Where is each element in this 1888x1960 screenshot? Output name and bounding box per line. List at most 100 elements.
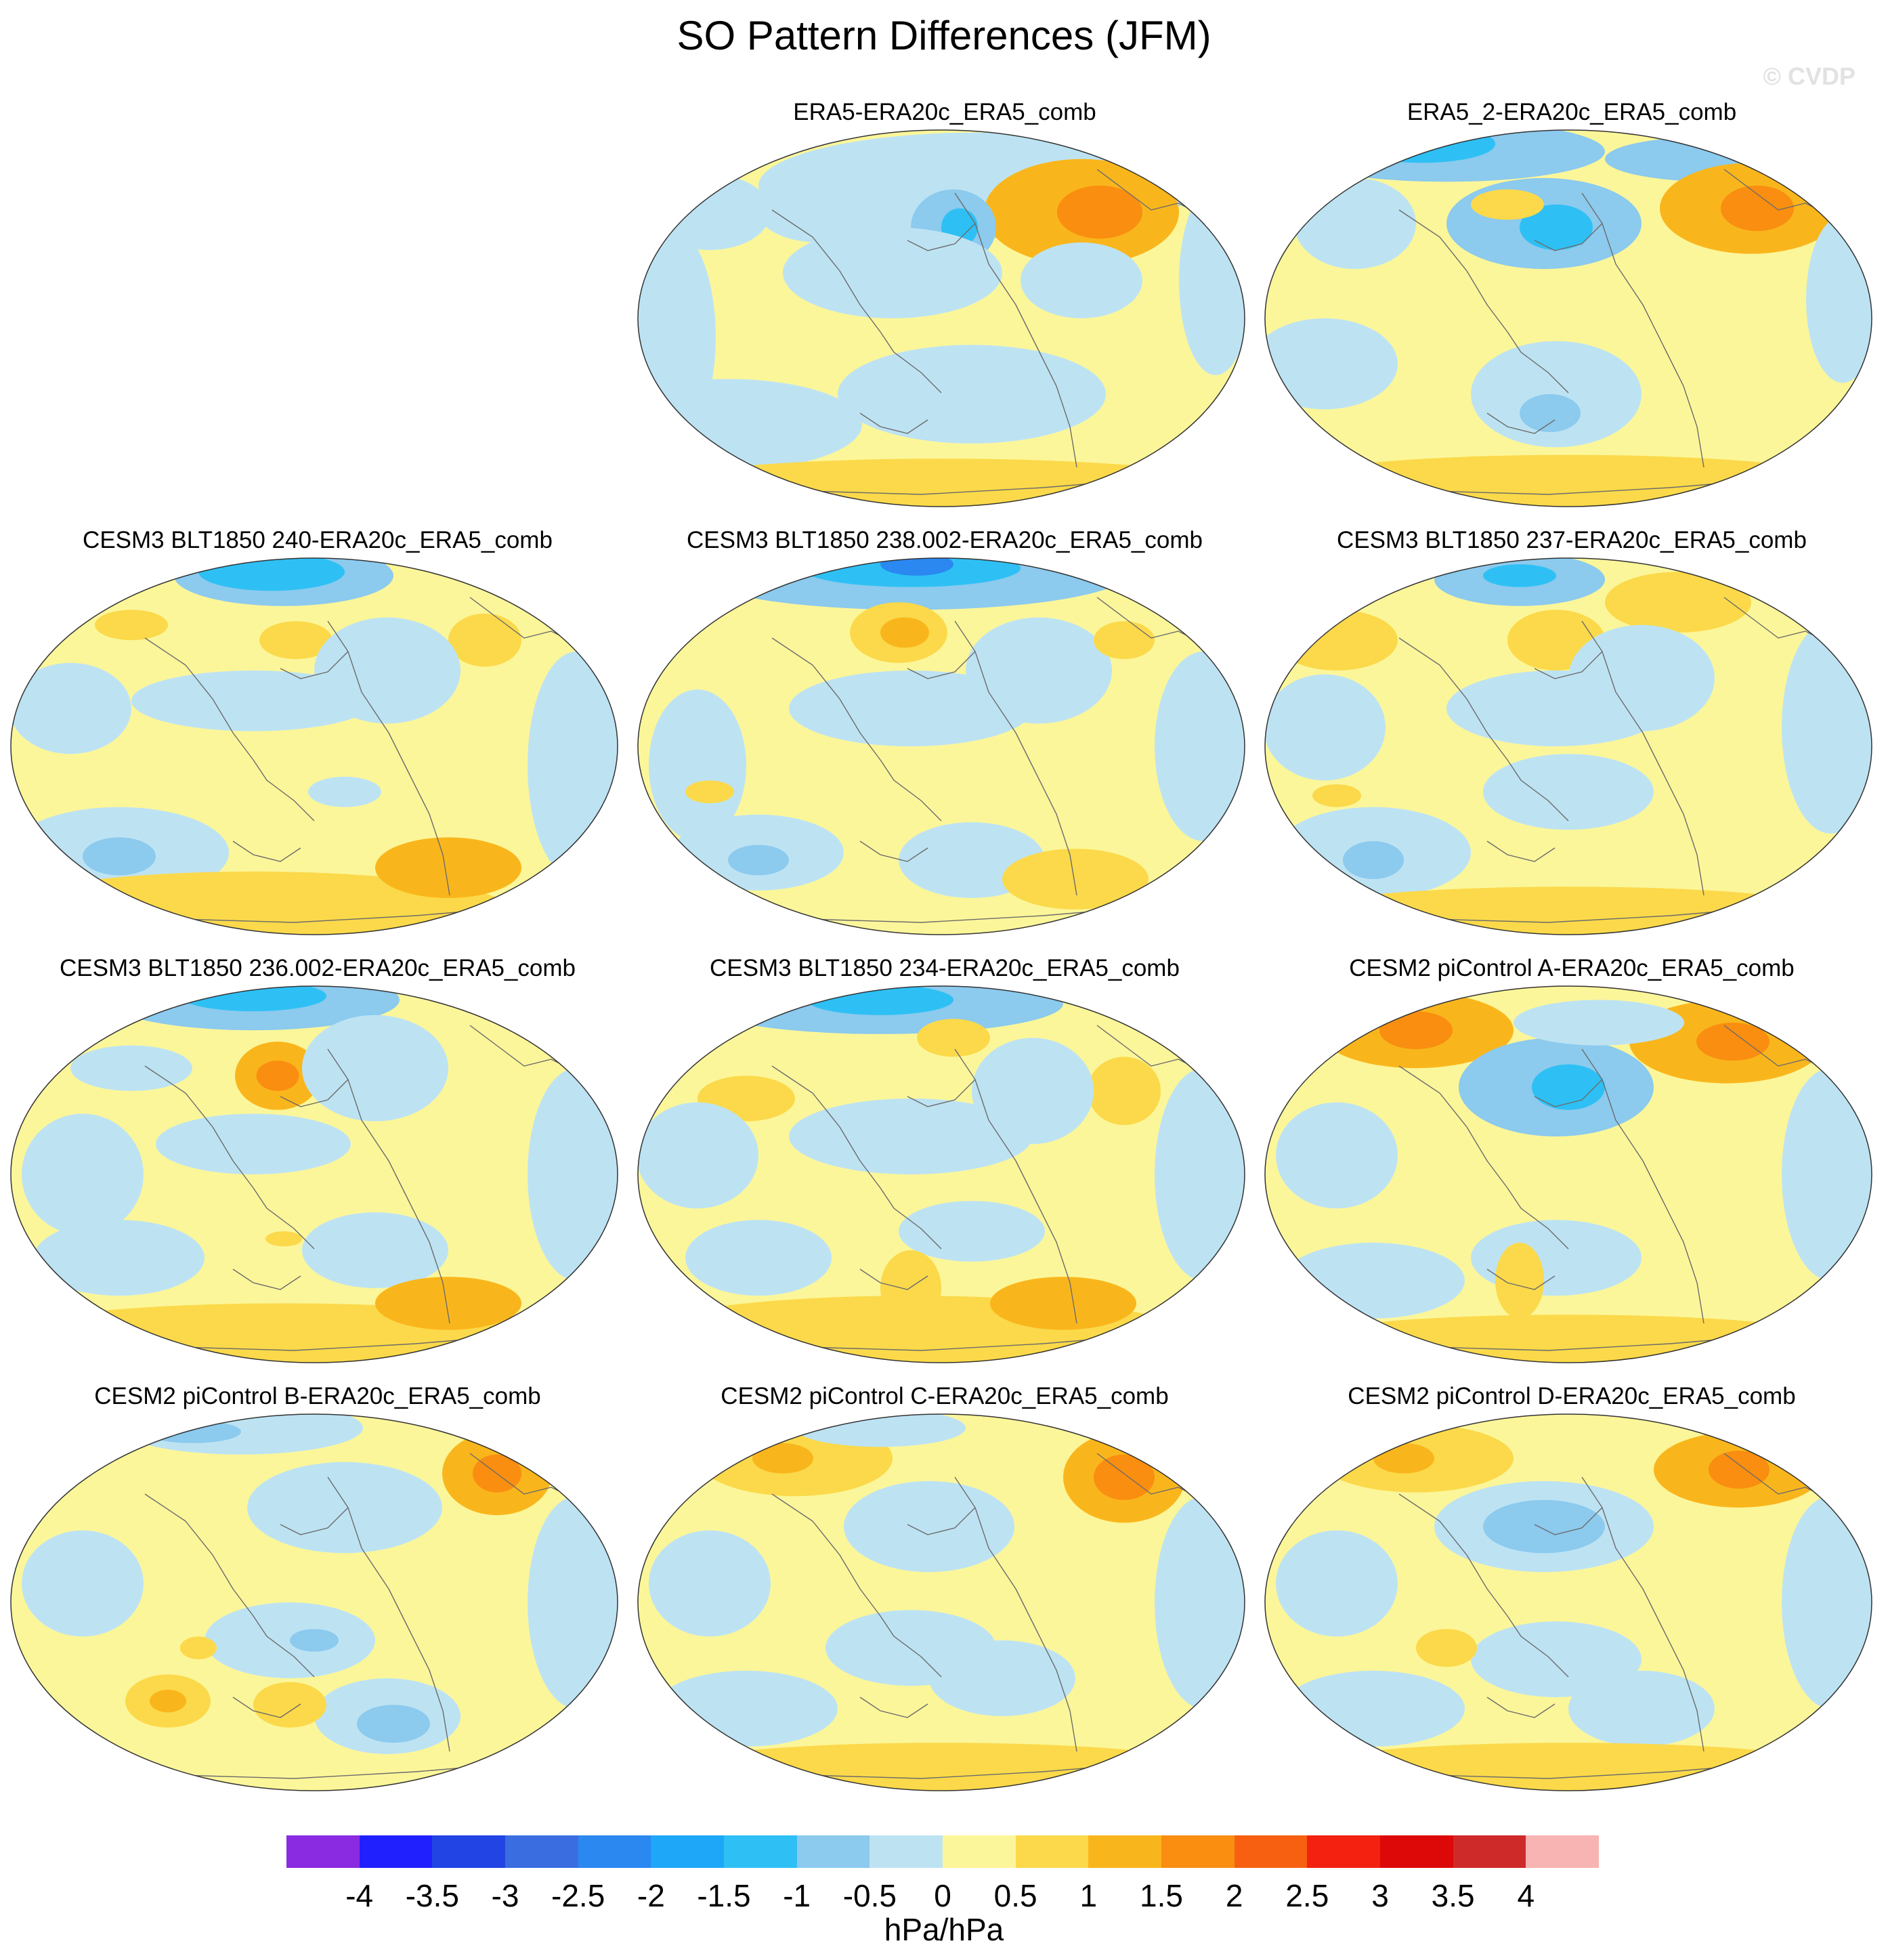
coastline <box>232 1697 301 1718</box>
anomaly-region <box>1094 1454 1155 1500</box>
coastline <box>1507 1187 1569 1250</box>
anomaly-region <box>1294 1315 1843 1363</box>
map-panel: CESM3 BLT1850 240-ERA20c_ERA5_comb <box>9 527 626 947</box>
anomaly-region <box>1155 652 1245 841</box>
anomaly-region <box>917 1019 990 1057</box>
coastline <box>1486 1697 1556 1718</box>
anomaly-region <box>1265 318 1398 410</box>
colorbar-box <box>432 1835 506 1868</box>
panel-title: CESM3 BLT1850 240-ERA20c_ERA5_comb <box>83 527 553 553</box>
coastline <box>954 192 1077 468</box>
map-outline <box>10 985 618 1363</box>
anomaly-region <box>1520 205 1593 251</box>
anomaly-region <box>1312 784 1361 807</box>
coastline <box>771 637 881 761</box>
colorbar-tick-label: -1 <box>783 1878 811 1913</box>
anomaly-region <box>649 689 746 841</box>
coastline <box>771 209 881 333</box>
colorbar <box>286 1835 1600 1868</box>
colorbar-box <box>1015 1835 1089 1868</box>
anomaly-region <box>1520 394 1581 432</box>
anomaly-region <box>180 1636 217 1659</box>
coastline <box>907 651 976 679</box>
anomaly-region <box>844 1480 1014 1573</box>
anomaly-region <box>144 1420 241 1443</box>
colorbar-box <box>1453 1835 1526 1868</box>
map-outline <box>637 1413 1245 1791</box>
coastline <box>1534 651 1603 679</box>
coastline <box>859 1697 928 1718</box>
panel-title: CESM3 BLT1850 238.002-ERA20c_ERA5_comb <box>686 527 1203 553</box>
coastline <box>1398 1493 1508 1617</box>
map-panel: ERA5-ERA20c_ERA5_comb <box>637 99 1253 519</box>
coastline <box>253 759 315 822</box>
anomaly-region <box>34 1220 205 1296</box>
coastline <box>859 840 928 862</box>
world-map <box>10 557 618 935</box>
anomaly-region <box>667 1743 1216 1791</box>
coastline <box>954 1048 1077 1324</box>
coastline <box>1581 1476 1704 1752</box>
map-outline <box>10 557 618 935</box>
anomaly-region <box>1282 1670 1465 1747</box>
world-map <box>1264 557 1872 935</box>
coastline <box>771 1065 881 1189</box>
anomaly-region <box>1483 1499 1605 1554</box>
panel-title: CESM3 BLT1850 237-ERA20c_ERA5_comb <box>1337 527 1807 553</box>
coastline <box>1507 1615 1569 1678</box>
map-panel: CESM3 BLT1850 234-ERA20c_ERA5_comb <box>637 955 1253 1375</box>
anomaly-region <box>247 1462 442 1554</box>
anomaly-region <box>95 610 168 641</box>
anomaly-region <box>1155 1496 1245 1709</box>
colorbar-box <box>796 1835 870 1868</box>
map-outline <box>1264 985 1872 1363</box>
anomaly-region <box>1782 1496 1872 1709</box>
anomaly-region <box>1088 1057 1161 1126</box>
colorbar-tick-label: 0.5 <box>993 1878 1037 1913</box>
anomaly-region <box>22 1113 144 1235</box>
map-outline <box>10 1413 618 1791</box>
anomaly-region <box>1373 1443 1434 1474</box>
coastline <box>327 620 450 896</box>
anomaly-region <box>375 837 521 898</box>
anomaly-region <box>1471 189 1544 220</box>
coastline <box>1486 1269 1556 1290</box>
coastline <box>880 1187 942 1250</box>
world-map <box>1264 985 1872 1363</box>
panel-title: ERA5_2-ERA20c_ERA5_comb <box>1407 99 1737 125</box>
anomaly-region <box>1276 1530 1398 1637</box>
anomaly-region <box>685 1220 832 1296</box>
coastline <box>1507 759 1569 822</box>
anomaly-region <box>899 1201 1045 1262</box>
anomaly-region <box>752 1443 813 1474</box>
panel-title: CESM2 piControl B-ERA20c_ERA5_comb <box>94 1383 541 1409</box>
anomaly-region <box>1696 1023 1769 1061</box>
cvdp-watermark: © CVDP <box>1763 62 1855 90</box>
colorbar-tick-label: -3 <box>491 1878 519 1913</box>
coastline <box>880 759 942 822</box>
colorbar-box <box>359 1835 433 1868</box>
anomaly-region <box>880 617 929 648</box>
anomaly-region <box>314 617 460 724</box>
coastline <box>327 1048 450 1324</box>
map-panel: CESM2 piControl D-ERA20c_ERA5_comb <box>1264 1383 1880 1803</box>
anomaly-region <box>1155 1068 1245 1281</box>
anomaly-region <box>966 617 1112 724</box>
world-map <box>10 985 618 1363</box>
map-panel: CESM3 BLT1850 237-ERA20c_ERA5_comb <box>1264 527 1880 947</box>
colorbar-tick-label: -2.5 <box>551 1878 605 1913</box>
colorbar-tick-label: 3 <box>1371 1878 1389 1913</box>
anomaly-region <box>1532 1064 1605 1110</box>
anomaly-region <box>1379 1011 1453 1050</box>
map-panel: CESM3 BLT1850 238.002-ERA20c_ERA5_comb <box>637 527 1253 947</box>
anomaly-region <box>83 837 156 876</box>
world-map <box>637 985 1245 1363</box>
coastline <box>907 223 976 251</box>
map-outline <box>1264 557 1872 935</box>
anomaly-region <box>1294 1743 1843 1791</box>
anomaly-region <box>1343 841 1404 879</box>
anomaly-region <box>302 1015 448 1122</box>
coastline <box>253 1615 315 1678</box>
anomaly-region <box>1514 1000 1684 1046</box>
coastline <box>954 620 1077 896</box>
